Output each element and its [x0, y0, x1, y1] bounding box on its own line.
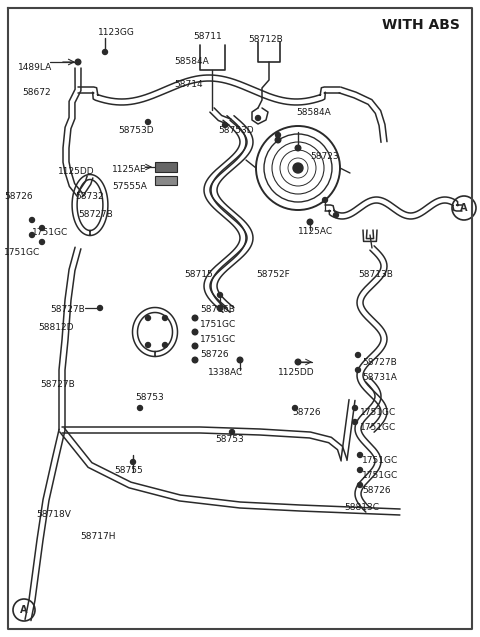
Text: 58713B: 58713B: [358, 270, 393, 279]
FancyBboxPatch shape: [155, 162, 177, 172]
Circle shape: [145, 343, 151, 348]
Text: 58715: 58715: [184, 270, 213, 279]
Circle shape: [163, 343, 168, 348]
Circle shape: [137, 406, 143, 410]
Text: A: A: [20, 605, 28, 615]
Circle shape: [192, 329, 198, 335]
Text: 1489LA: 1489LA: [18, 63, 52, 72]
Circle shape: [358, 482, 362, 487]
Text: 58755: 58755: [114, 466, 143, 475]
Text: 58732: 58732: [75, 192, 104, 201]
Text: 1751GC: 1751GC: [32, 228, 68, 237]
Circle shape: [293, 163, 303, 173]
Text: 1751GC: 1751GC: [4, 248, 40, 257]
FancyBboxPatch shape: [155, 176, 177, 185]
Circle shape: [358, 468, 362, 473]
Text: 58726: 58726: [362, 486, 391, 495]
Circle shape: [334, 213, 338, 217]
Circle shape: [323, 197, 327, 203]
Circle shape: [356, 352, 360, 357]
Text: 1125DD: 1125DD: [58, 167, 95, 176]
Circle shape: [39, 225, 45, 231]
Text: 58584A: 58584A: [296, 108, 331, 117]
Text: 58672: 58672: [22, 88, 50, 97]
Circle shape: [103, 50, 108, 55]
Circle shape: [292, 406, 298, 410]
Circle shape: [192, 357, 198, 363]
Circle shape: [131, 459, 135, 464]
Circle shape: [229, 429, 235, 434]
Text: 57555A: 57555A: [112, 182, 147, 191]
Circle shape: [237, 357, 243, 363]
Text: 58753D: 58753D: [218, 126, 253, 135]
Circle shape: [358, 452, 362, 457]
Text: 1125AE: 1125AE: [112, 165, 146, 174]
Circle shape: [255, 115, 261, 120]
Circle shape: [97, 306, 103, 310]
Text: 58726: 58726: [200, 350, 228, 359]
Text: 58716B: 58716B: [200, 305, 235, 314]
Circle shape: [39, 240, 45, 245]
Text: 1125DD: 1125DD: [278, 368, 314, 377]
Circle shape: [145, 315, 151, 320]
Circle shape: [352, 420, 358, 424]
Circle shape: [223, 122, 228, 127]
Text: 58731A: 58731A: [362, 373, 397, 382]
Text: 1125AC: 1125AC: [298, 227, 333, 236]
Text: A: A: [460, 203, 468, 213]
Text: 1751GC: 1751GC: [362, 471, 398, 480]
Text: 58752F: 58752F: [256, 270, 290, 279]
Text: 58753D: 58753D: [118, 126, 154, 135]
Text: 58727B: 58727B: [50, 305, 85, 314]
Text: 58726: 58726: [292, 408, 321, 417]
Text: 58726: 58726: [4, 192, 33, 201]
Text: 58718V: 58718V: [36, 510, 71, 519]
Circle shape: [192, 315, 198, 321]
Circle shape: [275, 137, 281, 143]
Text: 1751GC: 1751GC: [362, 456, 398, 465]
Text: 58727B: 58727B: [78, 210, 113, 219]
Text: 58812D: 58812D: [38, 323, 73, 332]
Text: 1338AC: 1338AC: [208, 368, 243, 377]
Text: 58727B: 58727B: [362, 358, 397, 367]
Circle shape: [29, 233, 35, 238]
Text: 58753: 58753: [135, 393, 164, 402]
Text: 58727B: 58727B: [40, 380, 75, 389]
Text: 58717H: 58717H: [80, 532, 116, 541]
Circle shape: [307, 219, 313, 225]
Circle shape: [295, 145, 301, 151]
Circle shape: [276, 132, 280, 138]
Text: WITH ABS: WITH ABS: [382, 18, 460, 32]
Circle shape: [217, 305, 223, 311]
Circle shape: [356, 368, 360, 373]
Circle shape: [163, 315, 168, 320]
Text: 1751GC: 1751GC: [200, 335, 236, 344]
Text: 58584A: 58584A: [174, 57, 209, 66]
Circle shape: [295, 359, 301, 365]
Text: 58714: 58714: [174, 80, 203, 89]
Text: 58753: 58753: [215, 435, 244, 444]
Text: 1751GC: 1751GC: [200, 320, 236, 329]
Text: 58712B: 58712B: [248, 35, 283, 44]
Circle shape: [352, 406, 358, 410]
Circle shape: [75, 59, 81, 65]
Text: 58813C: 58813C: [344, 503, 379, 512]
Text: 58711: 58711: [193, 32, 222, 41]
Text: 58723: 58723: [310, 152, 338, 161]
Text: 1751GC: 1751GC: [360, 423, 396, 432]
Circle shape: [145, 120, 151, 124]
Circle shape: [192, 343, 198, 349]
Circle shape: [217, 292, 223, 297]
Circle shape: [29, 217, 35, 222]
Text: 1751GC: 1751GC: [360, 408, 396, 417]
Text: 1123GG: 1123GG: [98, 28, 135, 37]
